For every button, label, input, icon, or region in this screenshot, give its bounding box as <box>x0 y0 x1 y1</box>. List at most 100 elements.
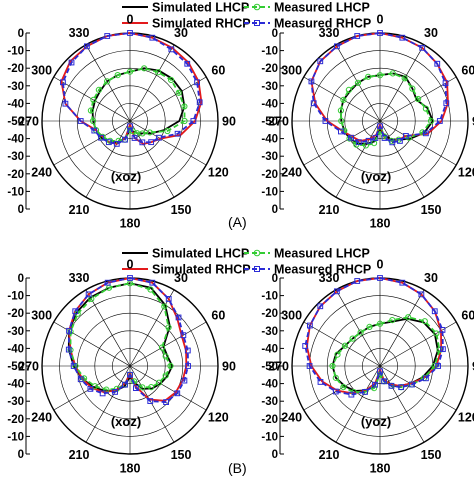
radial-tick-label: -20 <box>7 169 24 181</box>
data-point-measured-rhcp <box>381 135 388 141</box>
legend-label-meas_lhcp: Measured LHCP <box>274 1 370 15</box>
data-point-measured-lhcp <box>126 68 134 75</box>
data-point-measured-rhcp <box>397 138 403 144</box>
angle-tick-label: 150 <box>171 203 192 217</box>
angle-tick-label: 60 <box>461 64 474 78</box>
data-point-measured-lhcp <box>67 328 74 335</box>
angle-tick-label: 90 <box>472 115 474 129</box>
radial-tick-label: 0 <box>272 449 278 461</box>
angle-tick-label: 180 <box>120 217 141 231</box>
data-point-measured-rhcp <box>348 391 355 398</box>
data-point-measured-rhcp <box>418 291 425 298</box>
angle-tick-label: 330 <box>319 26 340 40</box>
data-point-measured-rhcp <box>372 135 379 141</box>
radial-tick-label: -20 <box>261 414 278 426</box>
data-point-measured-rhcp <box>163 399 169 405</box>
grid-spoke <box>303 321 381 367</box>
data-point-measured-rhcp <box>317 379 324 385</box>
angle-tick-label: 30 <box>424 271 438 285</box>
data-point-measured-rhcp <box>333 288 340 295</box>
data-point-measured-lhcp <box>87 107 94 114</box>
series-line-measured-rhcp <box>310 32 448 144</box>
data-point-measured-rhcp <box>196 99 203 106</box>
radial-tick-label: -30 <box>261 151 278 163</box>
data-point-measured-lhcp <box>89 117 97 125</box>
data-point-measured-rhcp <box>306 322 313 329</box>
data-point-measured-rhcp <box>365 137 372 144</box>
data-point-measured-rhcp <box>98 134 104 141</box>
data-point-measured-lhcp <box>365 73 372 80</box>
data-point-measured-rhcp <box>87 385 94 392</box>
angle-tick-label: 180 <box>370 462 391 476</box>
data-point-measured-lhcp <box>337 107 344 114</box>
radial-tick-label: -50 <box>261 361 278 373</box>
data-point-measured-lhcp <box>161 303 168 310</box>
angle-tick-label: 180 <box>370 217 391 231</box>
radial-tick-label: -40 <box>7 379 24 391</box>
data-point-measured-lhcp <box>421 318 428 325</box>
data-point-measured-rhcp <box>355 139 362 146</box>
radial-tick-label: 0 <box>18 273 24 285</box>
data-point-measured-lhcp <box>126 126 134 133</box>
radial-tick-label: -50 <box>7 361 24 373</box>
data-point-measured-rhcp <box>156 134 162 141</box>
legend-marker-meas_lhcp <box>253 249 261 257</box>
radial-tick-label: 0 <box>18 28 24 40</box>
data-point-measured-rhcp <box>317 303 324 310</box>
angle-tick-label: 270 <box>268 115 289 129</box>
legend-label-sim_rhcp: Simulated RHCP <box>152 263 251 277</box>
data-point-measured-lhcp <box>415 95 422 103</box>
data-point-measured-rhcp <box>377 30 383 36</box>
grid-spoke <box>303 120 381 166</box>
data-point-measured-lhcp <box>175 89 182 96</box>
radial-tick-label: -20 <box>7 414 24 426</box>
plane-label: (xoz) <box>111 169 141 184</box>
data-point-measured-lhcp <box>422 105 430 112</box>
data-point-measured-rhcp <box>440 346 446 353</box>
data-point-measured-lhcp <box>349 335 356 342</box>
data-point-measured-lhcp <box>354 79 362 86</box>
data-point-measured-rhcp <box>308 78 315 85</box>
radial-tick-label: -50 <box>7 116 24 128</box>
data-point-measured-lhcp <box>409 85 416 92</box>
angle-tick-label: 330 <box>69 26 90 40</box>
grid-spoke <box>85 365 131 443</box>
legend-label-meas_lhcp: Measured LHCP <box>274 247 370 261</box>
data-point-measured-rhcp <box>60 79 66 86</box>
data-point-measured-rhcp <box>68 59 75 66</box>
grid-spoke <box>129 365 175 443</box>
data-point-measured-lhcp <box>104 78 111 85</box>
angle-tick-label: 240 <box>31 411 52 425</box>
data-point-measured-rhcp <box>168 46 175 53</box>
legend-label-sim_rhcp: Simulated RHCP <box>152 17 251 31</box>
data-point-measured-rhcp <box>190 118 197 124</box>
data-point-measured-lhcp <box>80 375 88 382</box>
data-point-measured-rhcp <box>112 389 118 395</box>
angle-tick-label: 0 <box>377 13 384 27</box>
data-point-measured-rhcp <box>354 33 361 39</box>
legend-b: Simulated LHCP Measured LHCP Simulated RHC… <box>122 247 371 277</box>
data-point-measured-lhcp <box>106 137 114 145</box>
radial-tick-label: -30 <box>7 326 24 338</box>
radial-tick-label: -20 <box>261 63 278 75</box>
data-point-measured-rhcp <box>149 279 156 286</box>
radial-tick-label: -10 <box>261 186 278 198</box>
data-point-measured-rhcp <box>443 100 450 107</box>
data-point-measured-rhcp <box>77 376 84 383</box>
data-point-measured-rhcp <box>72 308 79 315</box>
data-point-measured-rhcp <box>133 385 139 392</box>
legend-marker-meas_rhcp <box>254 266 260 272</box>
data-point-measured-rhcp <box>442 80 449 87</box>
angle-tick-label: 60 <box>211 64 225 78</box>
data-point-measured-rhcp <box>184 347 191 354</box>
plane-label: (yoz) <box>361 414 391 429</box>
angle-tick-label: 210 <box>69 448 90 462</box>
radial-tick-label: -10 <box>7 46 24 58</box>
radial-tick-label: -10 <box>7 291 24 303</box>
grid-spoke <box>129 289 175 367</box>
angle-tick-label: 240 <box>281 166 302 180</box>
data-point-measured-rhcp <box>127 123 133 130</box>
grid-spoke <box>379 365 425 443</box>
data-point-measured-rhcp <box>180 332 187 339</box>
